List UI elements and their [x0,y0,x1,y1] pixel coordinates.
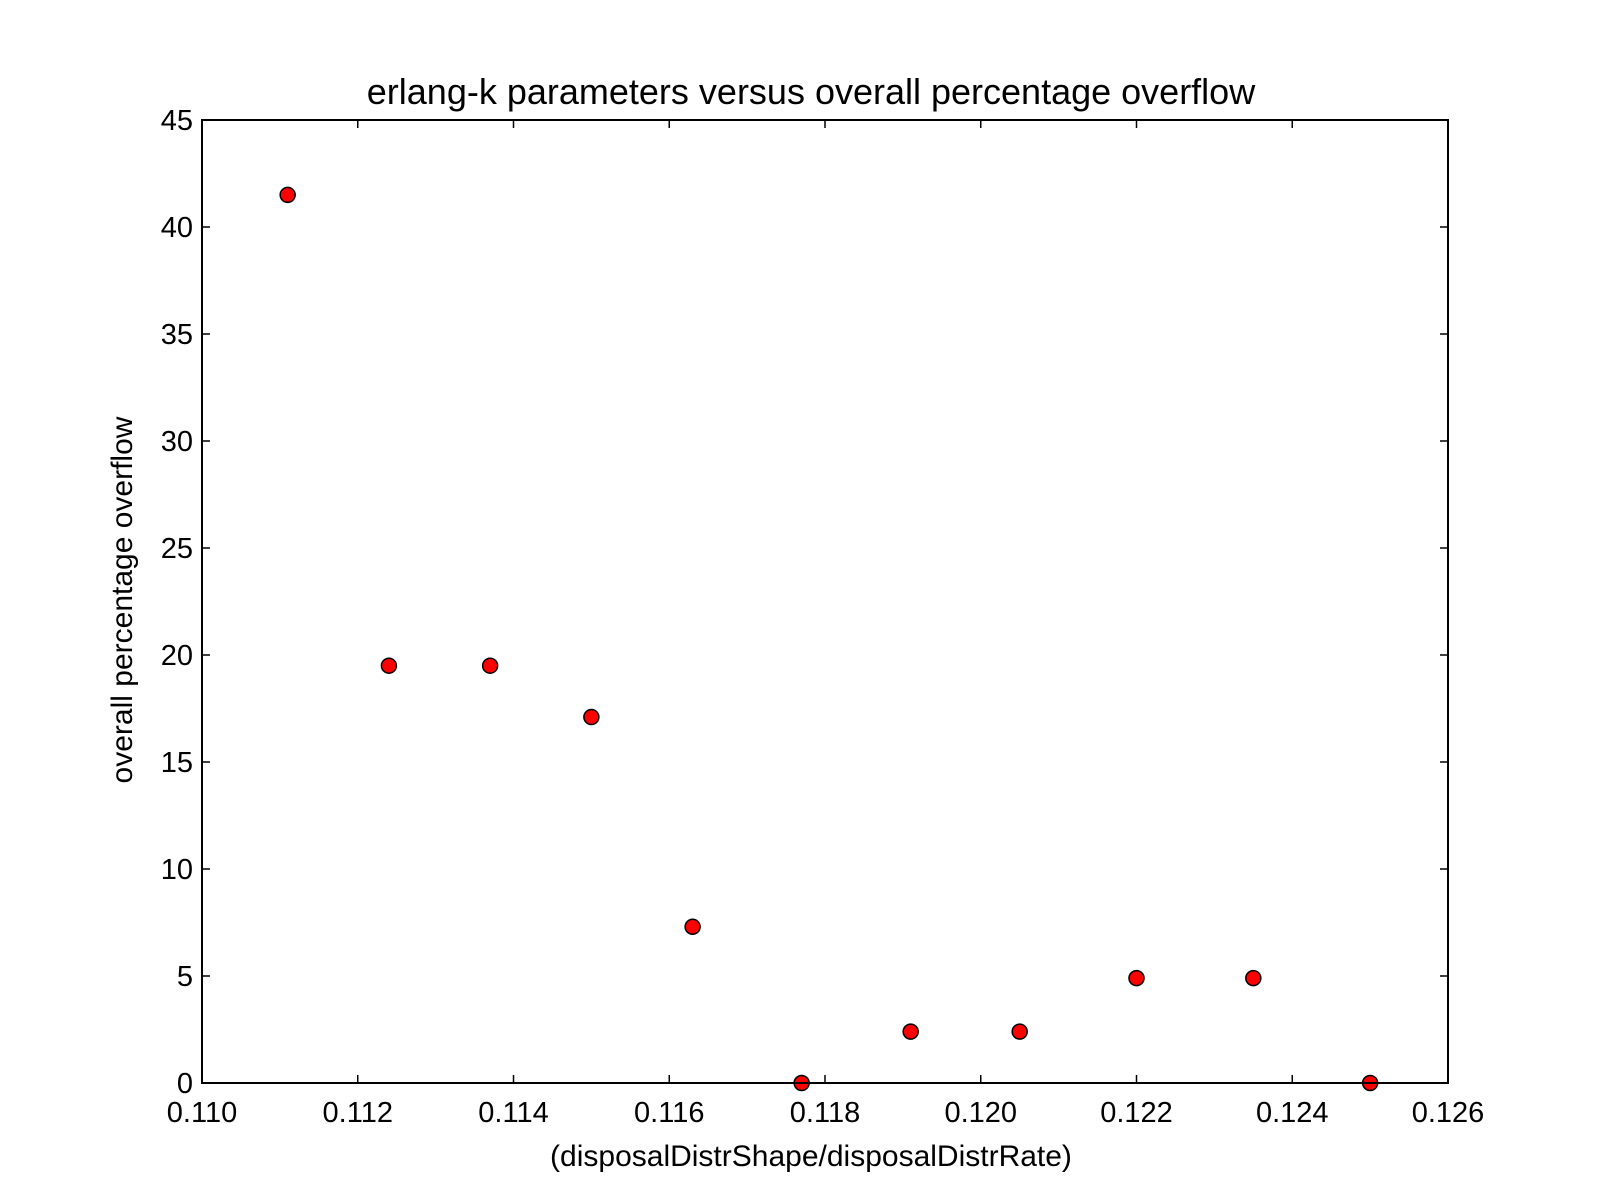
x-tick-label: 0.114 [478,1097,548,1129]
x-tick-label: 0.124 [1256,1097,1329,1129]
data-point [279,186,296,204]
y-tick-label: 15 [161,747,193,779]
x-tick-label: 0.116 [634,1097,704,1129]
y-tick-labels: 0 5 10 15 20 25 30 35 40 45 [161,105,193,1100]
x-tick-labels: 0.110 0.112 0.114 0.116 0.118 0.120 0.122 0.124… [167,1097,1485,1129]
y-tick-label: 20 [161,640,193,672]
y-axis-label: overall percentage overflow [106,416,139,783]
x-tick-label: 0.120 [944,1097,1017,1129]
x-axis-label: (disposalDistrShape/disposalDistrRate) [550,1140,1072,1173]
y-tick-label: 5 [177,961,193,993]
x-tick-label: 0.122 [1100,1097,1173,1129]
y-tick-label: 45 [161,105,193,137]
data-point [1128,969,1145,987]
y-tick-label: 40 [161,212,193,244]
x-tick-label: 0.112 [323,1097,393,1129]
data-point [380,657,398,674]
y-tick-label: 0 [177,1068,193,1100]
y-tick-label: 30 [161,426,193,458]
y-tick-label: 35 [161,319,193,351]
data-point [583,708,600,726]
y-tick-label: 25 [161,533,193,565]
plot-frame [201,119,1449,1084]
y-tick-label: 10 [161,854,193,886]
data-point [1245,969,1262,987]
chart-title: erlang-k parameters versus overall perce… [367,71,1256,112]
x-tick-label: 0.126 [1412,1097,1485,1129]
data-point [684,918,701,936]
data-point [1011,1023,1028,1040]
x-tick-label: 0.110 [167,1097,237,1129]
x-tick-label: 0.118 [790,1097,860,1129]
data-point [481,657,499,674]
data-point [902,1023,919,1040]
